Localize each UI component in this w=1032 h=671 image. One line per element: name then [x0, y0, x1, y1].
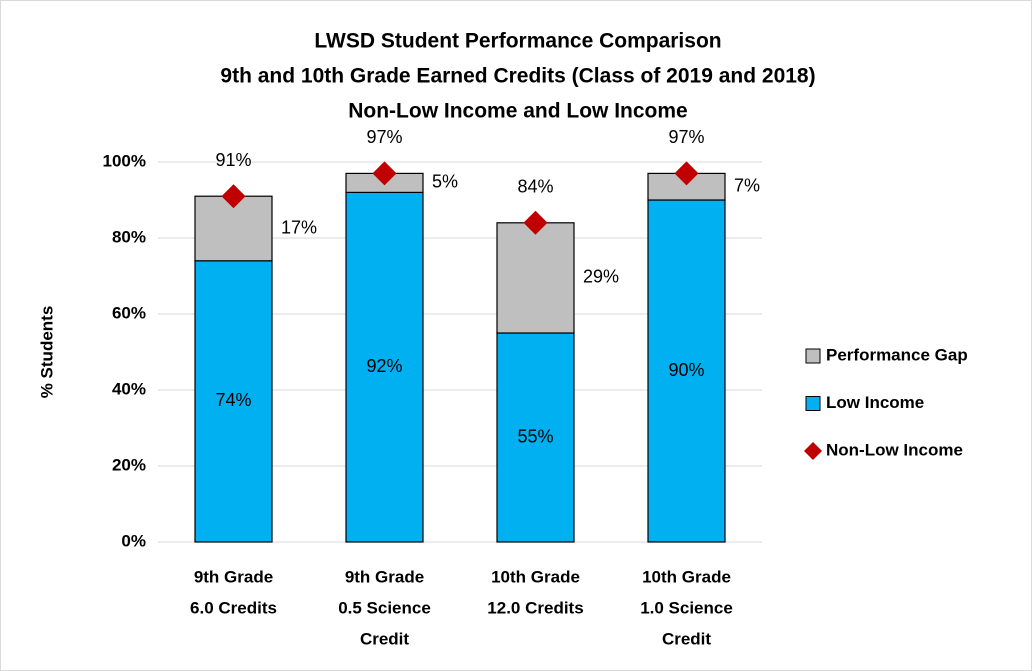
- bar-segment: [647, 199, 726, 543]
- x-tick-label: 1.0 Science: [640, 598, 733, 617]
- y-tick-label: 80%: [112, 227, 146, 246]
- x-tick-label: 0.5 Science: [338, 598, 431, 617]
- y-tick-label: 100%: [103, 151, 146, 170]
- legend-swatch: [805, 348, 821, 364]
- y-axis-label: % Students: [37, 306, 56, 399]
- x-tick-label: 6.0 Credits: [190, 598, 277, 617]
- bar-segment: [496, 222, 575, 334]
- marker: [221, 184, 246, 209]
- data-label: 97%: [668, 127, 704, 147]
- x-tick-label: 10th Grade: [491, 567, 580, 586]
- legend-label: Low Income: [826, 393, 924, 412]
- legend-marker: [804, 442, 822, 460]
- data-label: 74%: [215, 390, 251, 410]
- data-label: 55%: [517, 426, 553, 446]
- chart-title: LWSD Student Performance Comparison: [314, 30, 721, 53]
- legend-swatch: [805, 396, 821, 411]
- marker: [372, 161, 397, 186]
- y-tick-label: 40%: [112, 379, 146, 398]
- data-label: 5%: [432, 172, 458, 192]
- marker: [523, 210, 548, 235]
- x-tick-label: Credit: [360, 629, 409, 648]
- y-tick-label: 60%: [112, 303, 146, 322]
- x-tick-label: 10th Grade: [642, 567, 731, 586]
- data-label: 92%: [366, 356, 402, 376]
- y-tick-label: 20%: [112, 455, 146, 474]
- chart-title: Non-Low Income and Low Income: [348, 100, 688, 123]
- data-label: 7%: [734, 175, 760, 195]
- x-tick-label: 9th Grade: [345, 567, 424, 586]
- x-tick-label: Credit: [662, 629, 711, 648]
- data-label: 29%: [583, 267, 619, 287]
- legend-label: Non-Low Income: [826, 440, 963, 459]
- legend-label: Performance Gap: [826, 345, 968, 364]
- data-label: 17%: [281, 217, 317, 237]
- marker: [674, 161, 699, 186]
- data-label: 90%: [668, 360, 704, 380]
- bar-segment: [194, 260, 273, 543]
- bar-segment: [496, 332, 575, 543]
- bar-segment: [345, 191, 424, 543]
- data-label: 91%: [215, 150, 251, 170]
- x-tick-label: 9th Grade: [194, 567, 273, 586]
- y-tick-label: 0%: [121, 531, 146, 550]
- data-label: 84%: [517, 177, 553, 197]
- chart-title: 9th and 10th Grade Earned Credits (Class…: [220, 65, 815, 88]
- x-tick-label: 12.0 Credits: [487, 598, 583, 617]
- data-label: 97%: [366, 127, 402, 147]
